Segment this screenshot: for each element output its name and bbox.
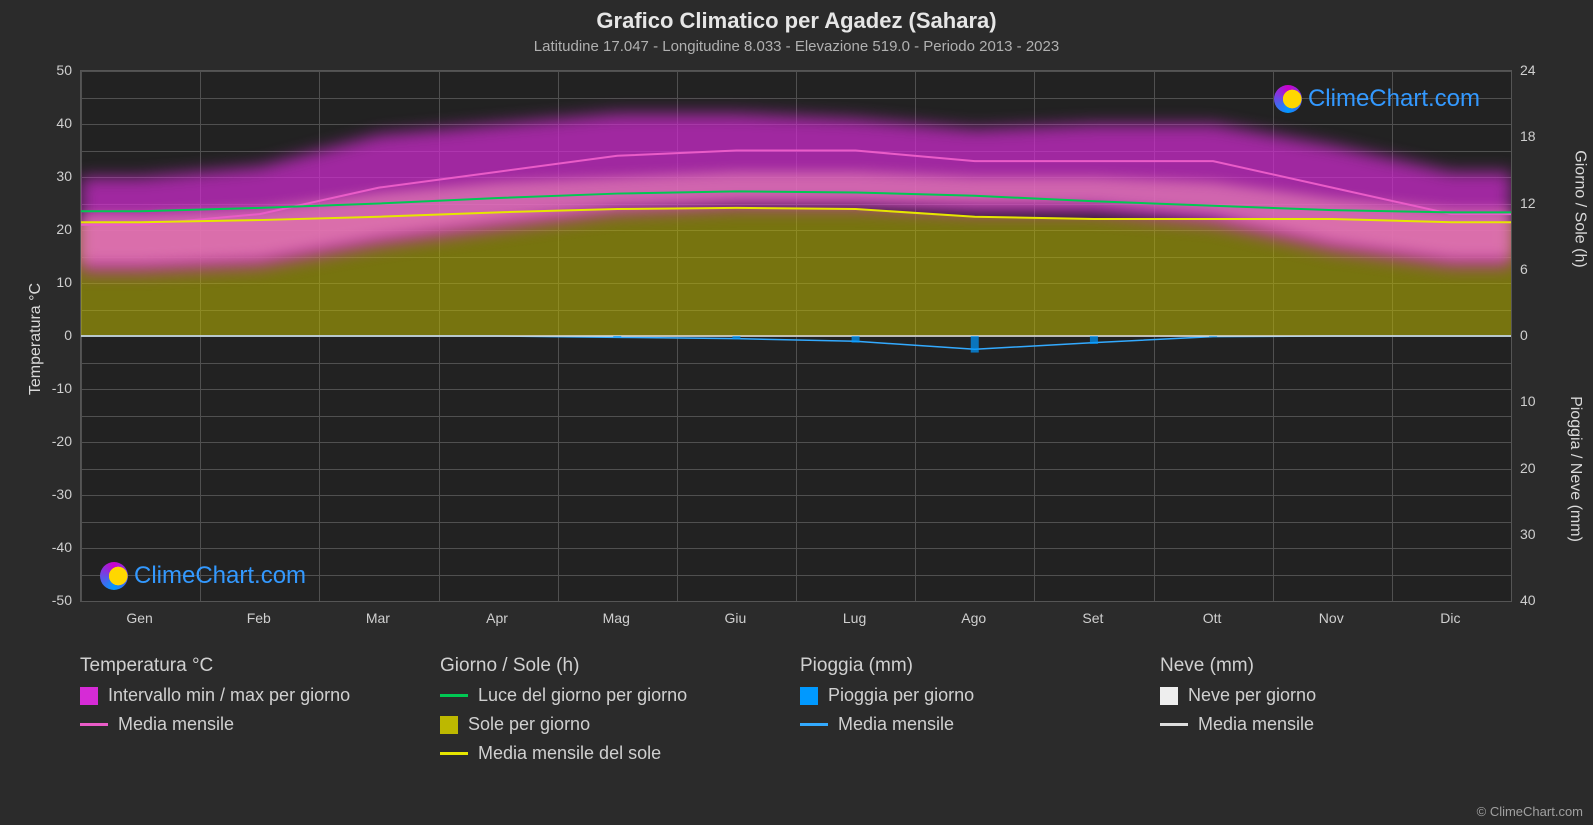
legend-group-title: Neve (mm)	[1160, 655, 1510, 677]
legend-swatch	[440, 752, 468, 755]
legend-swatch	[800, 723, 828, 726]
legend-label: Media mensile	[118, 714, 234, 735]
climate-chart-container: Grafico Climatico per Agadez (Sahara) La…	[0, 0, 1593, 825]
legend: Temperatura °C Intervallo min / max per g…	[80, 655, 1510, 764]
legend-item: Media mensile	[80, 714, 430, 735]
y-left-tick: -40	[32, 539, 72, 555]
y-right-bottom-axis-title: Pioggia / Neve (mm)	[1566, 396, 1584, 542]
y-right-bottom-tick: 40	[1520, 592, 1560, 608]
y-left-tick: -10	[32, 380, 72, 396]
legend-label: Luce del giorno per giorno	[478, 685, 687, 706]
y-right-top-tick: 24	[1520, 62, 1560, 78]
y-right-top-tick: 18	[1520, 128, 1560, 144]
legend-label: Sole per giorno	[468, 714, 590, 735]
logo-icon	[1274, 85, 1302, 113]
legend-label: Media mensile del sole	[478, 743, 661, 764]
legend-swatch	[80, 723, 108, 726]
rain-bars	[81, 71, 1511, 601]
y-left-tick: -20	[32, 433, 72, 449]
x-month-label: Set	[1082, 610, 1103, 626]
legend-item: Media mensile del sole	[440, 743, 790, 764]
x-month-label: Mar	[366, 610, 390, 626]
legend-swatch	[1160, 723, 1188, 726]
logo-text: ClimeChart.com	[134, 562, 306, 590]
legend-group: Neve (mm) Neve per giorno Media mensile	[1160, 655, 1510, 764]
logo-bottom: ClimeChart.com	[100, 562, 306, 590]
legend-item: Luce del giorno per giorno	[440, 685, 790, 706]
x-month-label: Ago	[961, 610, 986, 626]
chart-subtitle: Latitudine 17.047 - Longitudine 8.033 - …	[0, 38, 1593, 55]
legend-item: Media mensile	[1160, 714, 1510, 735]
x-month-label: Mag	[603, 610, 630, 626]
legend-group-title: Temperatura °C	[80, 655, 430, 677]
legend-item: Neve per giorno	[1160, 685, 1510, 706]
legend-group: Temperatura °C Intervallo min / max per g…	[80, 655, 430, 764]
x-month-label: Nov	[1319, 610, 1344, 626]
legend-label: Pioggia per giorno	[828, 685, 974, 706]
x-month-label: Giu	[725, 610, 747, 626]
legend-group-title: Pioggia (mm)	[800, 655, 1150, 677]
x-month-label: Lug	[843, 610, 866, 626]
y-left-tick: 0	[32, 327, 72, 343]
y-left-tick: -30	[32, 486, 72, 502]
y-left-tick: 30	[32, 168, 72, 184]
x-month-label: Feb	[247, 610, 271, 626]
logo-icon	[100, 562, 128, 590]
legend-label: Neve per giorno	[1188, 685, 1316, 706]
legend-label: Media mensile	[838, 714, 954, 735]
y-right-top-axis-title: Giorno / Sole (h)	[1570, 150, 1588, 267]
y-right-bottom-tick: 30	[1520, 526, 1560, 542]
plot-area	[80, 70, 1512, 602]
legend-label: Media mensile	[1198, 714, 1314, 735]
legend-item: Intervallo min / max per giorno	[80, 685, 430, 706]
y-left-tick: 50	[32, 62, 72, 78]
y-right-top-tick: 6	[1520, 261, 1560, 277]
x-month-label: Ott	[1203, 610, 1222, 626]
logo-text: ClimeChart.com	[1308, 85, 1480, 113]
x-month-label: Gen	[126, 610, 152, 626]
y-left-tick: 10	[32, 274, 72, 290]
x-month-label: Apr	[486, 610, 508, 626]
legend-swatch	[440, 716, 458, 734]
logo-top: ClimeChart.com	[1274, 85, 1480, 113]
grid-line-v	[1511, 71, 1512, 601]
plot-wrapper: ClimeChart.com ClimeChart.com -50-40-30-…	[80, 70, 1510, 620]
legend-label: Intervallo min / max per giorno	[108, 685, 350, 706]
y-left-tick: -50	[32, 592, 72, 608]
y-right-top-tick: 12	[1520, 195, 1560, 211]
legend-group-title: Giorno / Sole (h)	[440, 655, 790, 677]
grid-line-h	[81, 601, 1511, 602]
legend-swatch	[1160, 687, 1178, 705]
y-right-top-tick: 0	[1520, 327, 1560, 343]
legend-swatch	[80, 687, 98, 705]
y-left-tick: 40	[32, 115, 72, 131]
y-right-bottom-tick: 10	[1520, 393, 1560, 409]
legend-item: Media mensile	[800, 714, 1150, 735]
y-left-tick: 20	[32, 221, 72, 237]
legend-swatch	[440, 694, 468, 697]
x-month-label: Dic	[1440, 610, 1460, 626]
legend-item: Pioggia per giorno	[800, 685, 1150, 706]
legend-swatch	[800, 687, 818, 705]
legend-group: Pioggia (mm) Pioggia per giorno Media mens…	[800, 655, 1150, 764]
chart-title: Grafico Climatico per Agadez (Sahara)	[0, 8, 1593, 34]
legend-group: Giorno / Sole (h) Luce del giorno per gio…	[440, 655, 790, 764]
y-right-bottom-tick: 20	[1520, 460, 1560, 476]
credit-text: © ClimeChart.com	[1477, 804, 1583, 819]
legend-item: Sole per giorno	[440, 714, 790, 735]
